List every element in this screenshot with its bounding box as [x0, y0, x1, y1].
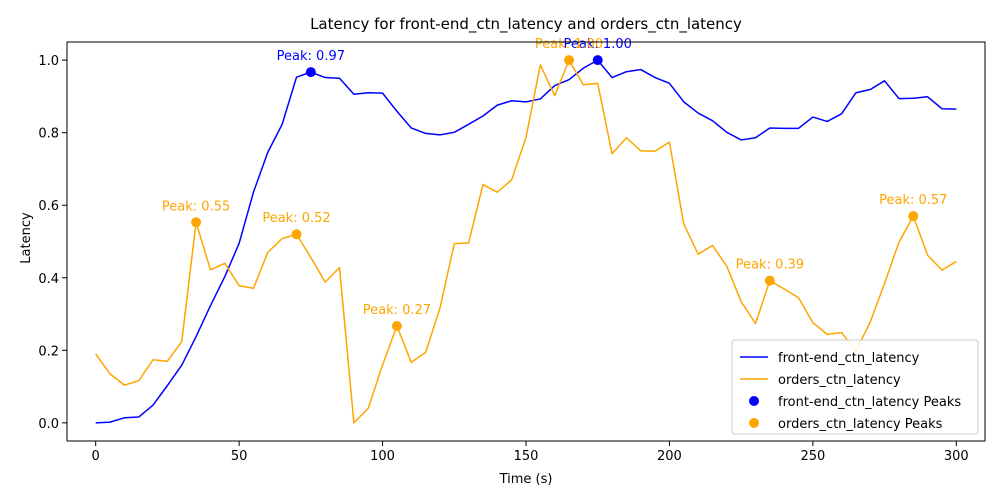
x-tick-label: 100 [370, 449, 395, 464]
x-tick-label: 150 [514, 449, 539, 464]
y-tick-label: 0.2 [38, 344, 59, 359]
x-tick-label: 300 [944, 449, 969, 464]
legend-entry-label: front-end_ctn_latency Peaks [778, 395, 961, 410]
y-tick-label: 1.0 [38, 54, 59, 69]
y-axis-label: Latency [19, 212, 34, 264]
y-tick-label: 0.8 [38, 127, 59, 142]
legend-entry-label: front-end_ctn_latency [778, 351, 920, 366]
y-tick-label: 0.4 [38, 272, 59, 287]
peak-marker [592, 55, 603, 66]
legend-marker-swatch [749, 418, 759, 428]
peak-label: Peak: 0.39 [736, 258, 804, 273]
legend: front-end_ctn_latency orders_ctn_latencyf… [731, 339, 979, 435]
peak-label: Peak: 0.52 [262, 211, 330, 226]
legend-entry-label: orders_ctn_latency Peaks [778, 417, 943, 432]
legend-box [731, 339, 979, 435]
x-tick-label: 250 [800, 449, 825, 464]
x-axis-ticks: 0 50 100 150 200 250 300 [92, 441, 969, 464]
x-tick-label: 0 [92, 449, 100, 464]
peak-label: Peak: 0.57 [879, 193, 947, 208]
peak-label: Peak: 1.00 [535, 37, 603, 52]
peak-marker [908, 211, 919, 222]
peak-marker [305, 67, 316, 78]
peak-label: Peak: 0.55 [162, 199, 230, 214]
peak-label: Peak: 0.27 [363, 303, 431, 318]
peak-label: Peak: 1.00 [564, 37, 632, 52]
series-line-front-end_ctn_latency [95, 59, 957, 424]
peak-marker [291, 229, 302, 240]
peak-marker [391, 321, 402, 332]
peak-marker [764, 275, 775, 286]
x-tick-label: 50 [231, 449, 248, 464]
peak-marker [191, 217, 202, 228]
y-tick-label: 0.0 [38, 417, 59, 432]
y-axis-ticks: 0.0 0.2 0.4 0.6 0.8 1.0 [38, 54, 67, 432]
legend-entry-label: orders_ctn_latency [778, 373, 901, 388]
plot-area: Peak: 0.97 Peak: 1.00 Peak: 0.55 Peak: 0.52… [95, 37, 957, 424]
peak-marker [564, 55, 575, 66]
legend-marker-swatch [749, 396, 759, 406]
y-tick-label: 0.6 [38, 199, 59, 214]
x-tick-label: 200 [657, 449, 682, 464]
peak-label: Peak: 0.97 [277, 49, 345, 64]
x-axis-label: Time (s) [499, 472, 553, 487]
series-line-orders_ctn_latency [95, 59, 957, 424]
chart-title: Latency for front-end_ctn_latency and or… [310, 15, 742, 34]
